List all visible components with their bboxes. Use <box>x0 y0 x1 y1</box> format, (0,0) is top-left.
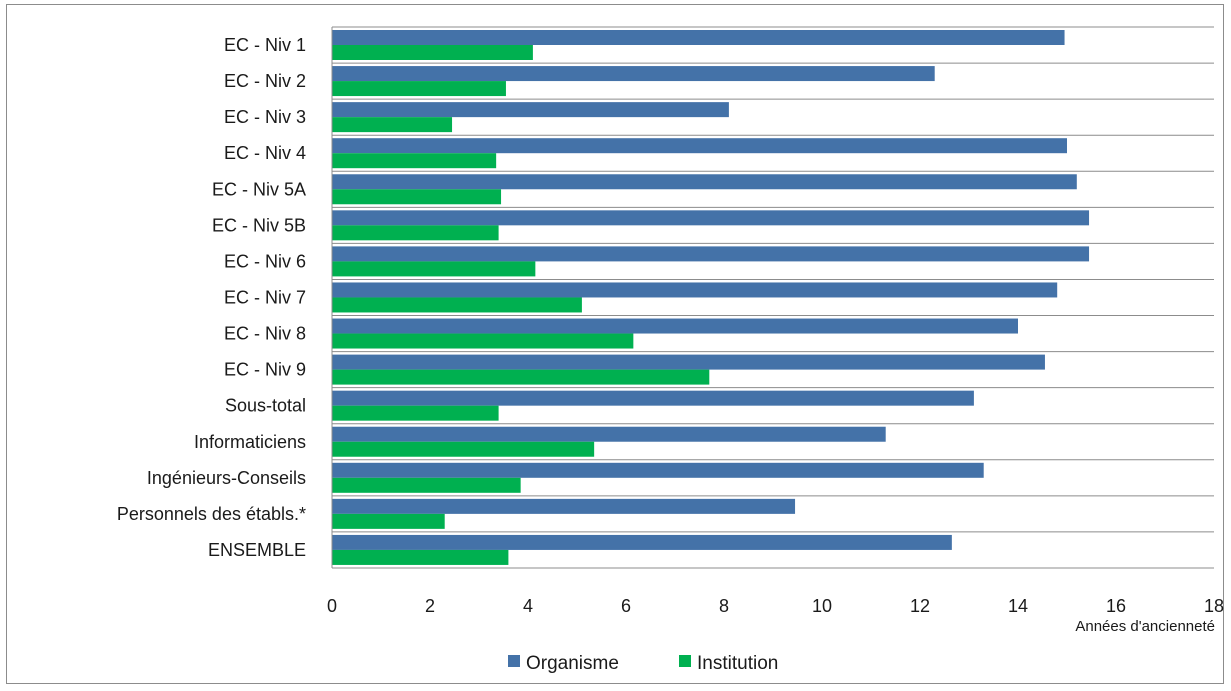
x-tick-label: 4 <box>523 596 533 616</box>
legend-label-organisme: Organisme <box>526 653 619 674</box>
bars <box>332 30 1090 565</box>
legend-swatch-organisme <box>508 655 520 667</box>
legend-swatch-institution <box>679 655 691 667</box>
bar-organisme <box>332 66 935 82</box>
x-tick-label: 8 <box>719 596 729 616</box>
category-labels: EC - Niv 1 EC - Niv 2 EC - Niv 3 EC - Niv 4… <box>117 35 306 560</box>
x-tick-label: 2 <box>425 596 435 616</box>
x-tick-label: 14 <box>1008 596 1028 616</box>
bar-institution <box>332 117 453 133</box>
category-label: EC - Niv 3 <box>224 107 306 127</box>
legend-label-institution: Institution <box>697 653 778 674</box>
bar-organisme <box>332 426 886 442</box>
bar-institution <box>332 549 509 565</box>
bar-organisme <box>332 30 1065 45</box>
x-tick-label: 16 <box>1106 596 1126 616</box>
x-tick-label: 6 <box>621 596 631 616</box>
category-label: Ingénieurs-Conseils <box>147 468 306 488</box>
bar-organisme <box>332 210 1090 226</box>
category-label: EC - Niv 1 <box>224 35 306 55</box>
bar-organisme <box>332 462 984 478</box>
bar-institution <box>332 81 506 97</box>
x-tick-labels: 0 2 4 6 8 10 12 14 16 18 <box>327 596 1224 616</box>
category-label: Informaticiens <box>194 432 306 452</box>
bar-organisme <box>332 246 1090 262</box>
x-tick-label: 0 <box>327 596 337 616</box>
category-label: EC - Niv 5B <box>212 215 306 235</box>
x-tick-label: 10 <box>812 596 832 616</box>
bar-institution <box>332 189 502 205</box>
bar-institution <box>332 153 497 169</box>
bar-institution <box>332 225 499 241</box>
category-label: Personnels des établs.* <box>117 504 306 524</box>
bar-institution <box>332 441 595 457</box>
bar-institution <box>332 405 499 421</box>
bar-organisme <box>332 354 1045 370</box>
category-label: EC - Niv 6 <box>224 251 306 271</box>
category-label: EC - Niv 2 <box>224 71 306 91</box>
bar-institution <box>332 369 710 385</box>
category-label: EC - Niv 4 <box>224 143 306 163</box>
bar-organisme <box>332 282 1058 298</box>
legend: Organisme Institution <box>508 653 778 674</box>
bar-organisme <box>332 318 1018 334</box>
category-label: EC - Niv 7 <box>224 288 306 308</box>
gridlines <box>332 26 1214 569</box>
bar-organisme <box>332 534 952 550</box>
category-label: Sous-total <box>225 396 306 416</box>
x-tick-label: 18 <box>1204 596 1224 616</box>
category-label: EC - Niv 8 <box>224 324 306 344</box>
bar-institution <box>332 261 536 277</box>
bar-organisme <box>332 102 729 118</box>
bar-institution <box>332 333 634 349</box>
bar-organisme <box>332 138 1067 154</box>
bar-institution <box>332 477 521 493</box>
category-label: EC - Niv 5A <box>212 179 306 199</box>
bar-institution <box>332 513 445 529</box>
category-label: EC - Niv 9 <box>224 360 306 380</box>
bar-organisme <box>332 390 974 406</box>
bar-institution <box>332 45 533 60</box>
x-axis-title: Années d'ancienneté <box>1075 618 1215 635</box>
bar-organisme <box>332 498 796 514</box>
x-tick-label: 12 <box>910 596 930 616</box>
bar-institution <box>332 297 582 313</box>
bar-organisme <box>332 174 1077 190</box>
category-label: ENSEMBLE <box>208 540 306 560</box>
